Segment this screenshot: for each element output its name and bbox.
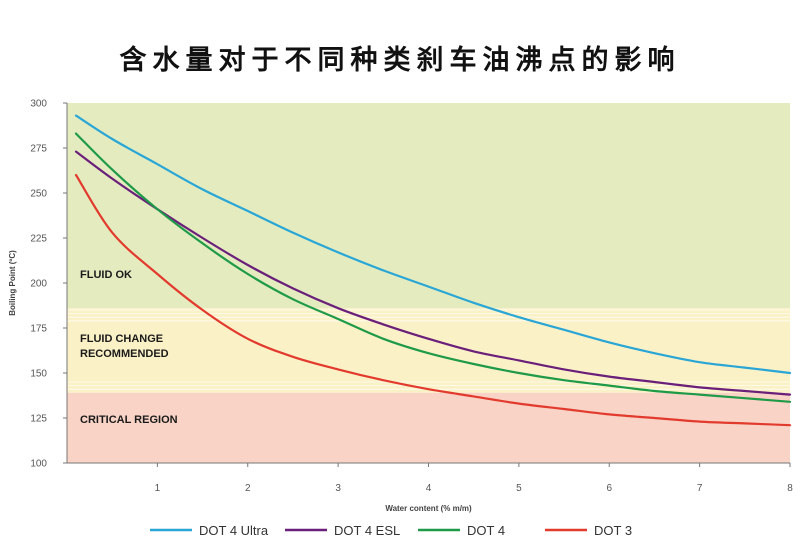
series-line-dot-4-ultra (74, 114, 792, 375)
series-lines (74, 114, 792, 427)
chart-title: 含水量对于不同种类刹车油沸点的影响 (119, 45, 681, 76)
series-line-dot-4 (74, 132, 792, 403)
region-labels: FLUID OK FLUID CHANGE RECOMMENDED CRITICAL … (80, 269, 178, 426)
y-tick-label: 150 (30, 369, 47, 380)
y-tick-label: 250 (30, 189, 47, 200)
y-tick-label: 300 (30, 99, 47, 110)
y-tick-label: 200 (30, 279, 47, 290)
axes: 100 125 150 175 200 225 250 275 300 1 2 3 4 5 6 7 8 Water… (8, 99, 793, 514)
legend-label-0: DOT 4 Ultra (199, 523, 269, 538)
region-label-1: FLUID CHANGE RECOMMENDED (80, 333, 169, 360)
region-label-0: FLUID OK (80, 269, 132, 281)
x-tick-label: 3 (335, 483, 341, 494)
legend-label-2: DOT 4 (467, 523, 505, 538)
series-line-dot-3 (74, 173, 792, 427)
background-regions (67, 103, 790, 463)
x-tick-label: 7 (697, 483, 703, 494)
x-tick-label: 6 (606, 483, 612, 494)
y-tick-label: 125 (30, 414, 47, 425)
y-tick-label: 225 (30, 234, 47, 245)
series-line-dot-4-esl (74, 150, 792, 396)
y-tick-label: 275 (30, 144, 47, 155)
region-0 (67, 103, 790, 309)
y-axis-label: Boiling Point (ºC) (8, 250, 17, 316)
region-2 (67, 392, 790, 463)
legend: DOT 4 Ultra DOT 4 ESL DOT 4 DOT 3 (150, 523, 632, 538)
legend-label-1: DOT 4 ESL (334, 523, 400, 538)
x-axis-label: Water content (% m/m) (385, 504, 472, 513)
x-tick-label: 8 (787, 483, 793, 494)
region-label-2: CRITICAL REGION (80, 414, 178, 426)
x-tick-label: 5 (516, 483, 522, 494)
region-boundary-stripes (67, 309, 790, 390)
region-1 (67, 308, 790, 393)
y-tick-label: 100 (30, 459, 47, 470)
x-tick-label: 4 (426, 483, 432, 494)
legend-label-3: DOT 3 (594, 523, 632, 538)
x-tick-label: 1 (155, 483, 161, 494)
x-tick-label: 2 (245, 483, 251, 494)
y-tick-label: 175 (30, 324, 47, 335)
